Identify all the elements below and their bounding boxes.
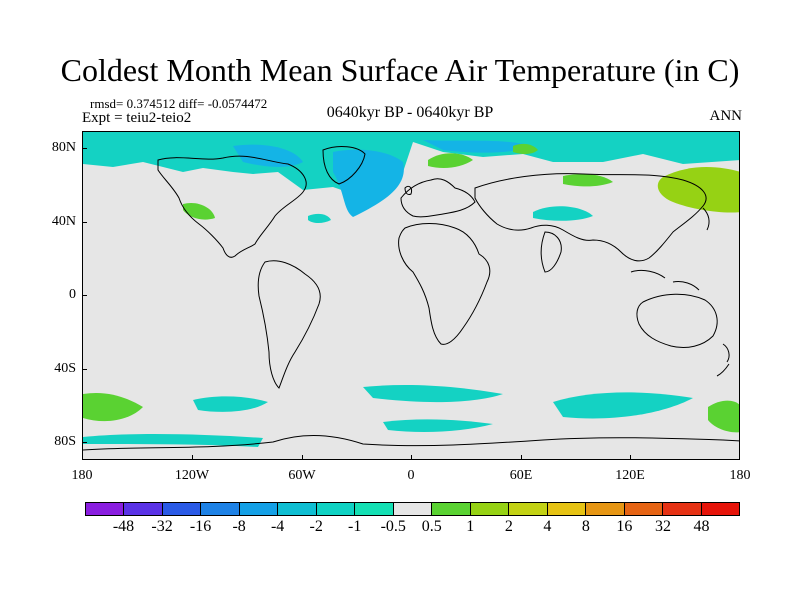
southeast-asia-islands — [630, 269, 700, 291]
greenland-coast — [322, 146, 366, 185]
colorbar-swatch — [162, 503, 202, 515]
colorbar-swatch — [509, 503, 548, 515]
experiment-label: Expt = teiu2-teio2 — [82, 110, 192, 126]
colorbar-label: -16 — [189, 518, 212, 535]
colorbar-swatch — [86, 503, 125, 515]
period-label: 0640kyr BP - 0640kyr BP — [326, 104, 494, 121]
north-atlantic-cool — [333, 149, 404, 217]
lon-tick — [192, 455, 193, 460]
lon-label-120e: 120E — [615, 468, 645, 483]
southern-ocean-cool-3 — [553, 392, 693, 419]
world-map — [83, 132, 739, 459]
siberia-warm — [563, 174, 613, 187]
australia-coast — [636, 293, 718, 349]
antarctica-coast — [83, 435, 739, 451]
colorbar-swatch — [239, 503, 279, 515]
arctic-warm-2 — [513, 143, 538, 154]
colorbar-swatch — [278, 503, 317, 515]
southern-ocean-cool-1 — [193, 396, 268, 412]
south-pacific-warm-west — [83, 392, 143, 422]
south-america-coast — [257, 260, 321, 389]
colorbar-swatch — [432, 503, 471, 515]
lon-tick — [521, 455, 522, 460]
colorbar-label: -32 — [151, 518, 173, 535]
atlantic-cool-patch — [308, 213, 331, 223]
map-panel — [82, 131, 740, 460]
new-zealand-coast — [716, 343, 730, 377]
colorbar-label: 2 — [504, 518, 513, 535]
antarctic-warm — [708, 400, 739, 433]
africa-coast — [398, 223, 491, 345]
colorbar-label: 0.5 — [421, 518, 442, 535]
colorbar-swatch — [201, 503, 240, 515]
lat-tick — [82, 222, 87, 223]
lat-label-80s: 80S — [54, 434, 76, 449]
asia-coast — [474, 173, 707, 262]
pacific-nw-warm — [183, 202, 215, 220]
lat-tick — [82, 295, 87, 296]
lon-label-180w: 180 — [71, 468, 93, 483]
colorbar-swatch — [586, 503, 625, 515]
colorbar — [85, 502, 740, 516]
southern-ocean-cool-2 — [363, 384, 503, 403]
canada-cool — [233, 144, 303, 167]
colorbar-label: 16 — [616, 518, 633, 535]
lat-tick — [82, 148, 87, 149]
colorbar-label: 8 — [581, 518, 590, 535]
stats-text: rmsd= 0.374512 diff= -0.0574472 — [90, 96, 268, 111]
colorbar-label: -0.5 — [380, 518, 406, 535]
lon-tick — [302, 455, 303, 460]
colorbar-label: -48 — [112, 518, 135, 535]
season-label: ANN — [709, 108, 743, 124]
colorbar-swatch — [393, 503, 433, 515]
britain-coast — [404, 185, 412, 195]
india-coast — [540, 231, 562, 273]
central-asia-cool — [533, 206, 593, 221]
lat-label-40s: 40S — [54, 361, 76, 376]
colorbar-swatch — [355, 503, 394, 515]
anomaly-regions — [83, 132, 739, 447]
colorbar-label: 4 — [543, 518, 552, 535]
colorbar-swatch — [470, 503, 510, 515]
lat-tick — [82, 442, 87, 443]
lon-label-180e: 180 — [729, 468, 751, 483]
japan-coast — [702, 207, 710, 231]
colorbar-swatch — [624, 503, 664, 515]
lat-label-80n: 80N — [51, 140, 76, 155]
colorbar-label: -1 — [348, 518, 362, 535]
lon-tick — [630, 455, 631, 460]
colorbar-swatch — [316, 503, 356, 515]
lat-label-40n: 40N — [51, 214, 76, 229]
europe-coast — [400, 178, 476, 218]
colorbar-label: -2 — [309, 518, 323, 535]
colorbar-swatch — [701, 503, 739, 515]
colorbar-label: 32 — [654, 518, 671, 535]
colorbar-label: 48 — [693, 518, 710, 535]
colorbar-swatch — [547, 503, 587, 515]
eurasia-cool — [423, 140, 533, 153]
coastlines — [83, 146, 739, 451]
north-america-coast — [157, 155, 307, 258]
southern-ocean-cool-4 — [383, 419, 493, 432]
antarctic-cool — [83, 434, 263, 447]
colorbar-label: 1 — [466, 518, 475, 535]
colorbar-label: -8 — [232, 518, 246, 535]
lon-label-0: 0 — [407, 468, 415, 483]
lat-tick — [82, 369, 87, 370]
arctic-warm — [428, 153, 473, 168]
lon-label-60e: 60E — [509, 468, 533, 483]
lat-label-0: 0 — [69, 287, 76, 302]
colorbar-swatch — [663, 503, 702, 515]
lon-label-60w: 60W — [288, 468, 316, 483]
lon-tick — [411, 455, 412, 460]
colorbar-label: -4 — [270, 518, 285, 535]
colorbar-swatch — [124, 503, 163, 515]
lon-label-120w: 120W — [174, 468, 210, 483]
map-title: Coldest Month Mean Surface Air Temperatu… — [60, 52, 740, 88]
